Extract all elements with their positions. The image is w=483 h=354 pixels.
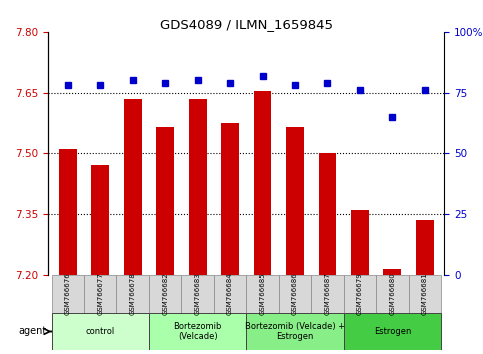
Bar (149, 313, 246, 350)
Text: GSM766684: GSM766684 (227, 272, 233, 315)
Text: GSM766679: GSM766679 (357, 272, 363, 315)
Bar (344, 275, 376, 313)
Text: GSM766680: GSM766680 (389, 272, 396, 315)
Bar (384, 269, 401, 275)
Bar (214, 275, 246, 313)
Bar (286, 127, 304, 275)
Bar (416, 220, 434, 275)
Bar (52, 313, 149, 350)
Bar (59, 149, 77, 275)
Bar (221, 123, 239, 275)
Text: GSM766676: GSM766676 (65, 272, 71, 315)
Bar (246, 275, 279, 313)
Text: GSM766678: GSM766678 (130, 272, 136, 315)
Bar (84, 275, 116, 313)
Bar (182, 275, 214, 313)
Bar (409, 275, 441, 313)
Bar (189, 99, 207, 275)
Bar (311, 275, 344, 313)
Bar (149, 275, 182, 313)
Text: GSM766677: GSM766677 (97, 272, 103, 315)
Text: control: control (85, 327, 115, 336)
Bar (52, 275, 84, 313)
Text: Bortezomib (Velcade) +
Estrogen: Bortezomib (Velcade) + Estrogen (245, 322, 345, 341)
Text: GSM766687: GSM766687 (325, 272, 330, 315)
Bar (124, 99, 142, 275)
Bar (376, 275, 409, 313)
Text: GSM766685: GSM766685 (259, 272, 266, 315)
Text: GSM766681: GSM766681 (422, 272, 428, 315)
Bar (91, 165, 109, 275)
Bar (254, 91, 271, 275)
Text: GSM766686: GSM766686 (292, 272, 298, 315)
Bar (344, 313, 441, 350)
Bar (246, 313, 344, 350)
Text: Estrogen: Estrogen (374, 327, 411, 336)
Text: GSM766682: GSM766682 (162, 272, 168, 315)
Bar (116, 275, 149, 313)
Bar (351, 210, 369, 275)
Text: Bortezomib
(Velcade): Bortezomib (Velcade) (173, 322, 222, 341)
Bar (319, 153, 337, 275)
Bar (156, 127, 174, 275)
Text: agent: agent (18, 326, 47, 337)
Bar (279, 275, 311, 313)
Text: GSM766683: GSM766683 (195, 272, 200, 315)
Title: GDS4089 / ILMN_1659845: GDS4089 / ILMN_1659845 (160, 18, 333, 31)
